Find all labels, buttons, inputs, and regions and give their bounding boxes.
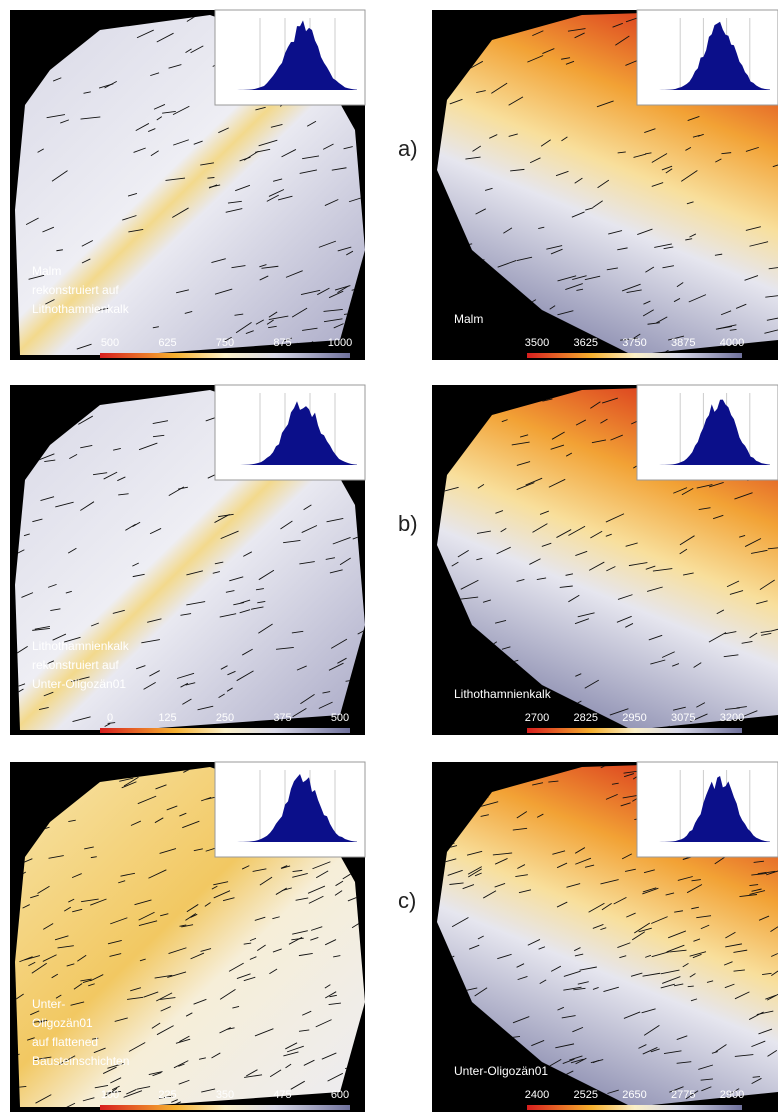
map-panel: Unter-Oligozän01 2400 2525 2650 2775 2900 [432,759,778,1112]
colorbar [100,728,350,733]
histogram-inset [215,385,365,480]
colorbar-tick-label: 500 [101,337,119,349]
row-label: b) [398,511,418,536]
colorbar-tick-label: 875 [273,337,291,349]
page: a)Malmrekonstruiert aufLithothamnienkalk… [0,0,778,1115]
map-panel: Malm rekonstruiert auf Lithothamnienkalk 50… [10,8,379,360]
colorbar [100,1105,350,1110]
colorbar-tick-label: 500 [331,712,349,724]
histogram-inset [637,385,778,480]
histogram-inset [215,762,365,857]
colorbar-tick-label: 2650 [622,1089,646,1101]
map-caption: Oligozän01 [32,1016,93,1030]
colorbar-tick-label: 2775 [671,1089,695,1101]
colorbar-tick-label: 3625 [574,337,598,349]
colorbar-tick-label: 2700 [525,712,549,724]
map-caption: Malm [454,312,483,326]
row-label: c) [398,888,416,913]
map-caption: Lithothamnienkalk [454,687,552,701]
map-caption: rekonstruiert auf [32,283,119,297]
colorbar-tick-label: 2950 [622,712,646,724]
colorbar-tick-label: 3750 [622,337,646,349]
map-panel: Malm 3500 3625 3750 3875 4000 [432,3,778,360]
map-caption: Unter-Oligozän01 [32,677,126,691]
colorbar-tick-label: 350 [216,1089,234,1101]
colorbar [527,353,742,358]
colorbar-tick-label: 2900 [720,1089,744,1101]
colorbar-tick-label: 125 [158,712,176,724]
histogram-inset [637,10,778,105]
map-panel: Unter- Oligozän01 auf flattened Bausteinsch… [10,756,374,1112]
colorbar-tick-label: 375 [273,712,291,724]
colorbar-tick-label: 225 [158,1089,176,1101]
colorbar-tick-label: 4000 [720,337,744,349]
map-panel: Lithothamnienkalk 2700 2825 2950 3075 3200 [432,384,778,735]
colorbar-tick-label: 3875 [671,337,695,349]
colorbar-tick-label: 3200 [720,712,744,724]
colorbar-tick-label: 750 [216,337,234,349]
colorbar-tick-label: 0 [107,712,113,724]
colorbar-tick-label: 2525 [574,1089,598,1101]
colorbar-tick-label: 625 [158,337,176,349]
colorbar [527,1105,742,1110]
row-label: a) [398,136,418,161]
colorbar-tick-label: 2825 [574,712,598,724]
map-panel: Lithothamnienkalk rekonstruiert auf Unter-… [10,379,376,735]
colorbar-tick-label: 600 [331,1089,349,1101]
colorbar-tick-label: 3500 [525,337,549,349]
fault-line [114,757,125,762]
fault-line [363,154,379,158]
colorbar-tick-label: 100 [101,1089,119,1101]
map-caption: auf flattened [32,1035,98,1049]
map-caption: Malm [32,264,61,278]
map-caption: Unter-Oligozän01 [454,1064,548,1078]
map-caption: rekonstruiert auf [32,658,119,672]
map-caption: Lithothamnienkalk [32,639,130,653]
colorbar [100,353,350,358]
map-caption: Unter- [32,997,65,1011]
fault-line [365,727,376,733]
figure: a)Malmrekonstruiert aufLithothamnienkalk… [0,0,778,1115]
histogram-inset [637,762,778,857]
fault-line [337,758,354,762]
map-caption: Bausteinschichten [32,1054,129,1068]
colorbar-tick-label: 3075 [671,712,695,724]
fault-line [267,379,282,386]
colorbar-tick-label: 250 [216,712,234,724]
map-caption: Lithothamnienkalk [32,302,130,316]
colorbar [527,728,742,733]
fault-line [363,630,375,636]
colorbar-tick-label: 475 [273,1089,291,1101]
colorbar-tick-label: 2400 [525,1089,549,1101]
colorbar-tick-label: 1000 [328,337,352,349]
fault-line [618,3,636,11]
histogram-inset [215,10,365,105]
